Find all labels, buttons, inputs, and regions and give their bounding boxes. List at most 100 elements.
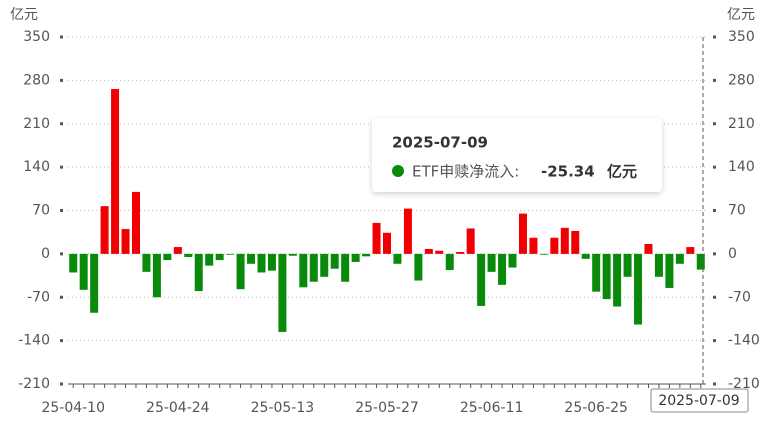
bar — [267, 253, 276, 271]
y-tick — [60, 35, 63, 39]
y2-tick — [713, 339, 716, 343]
y-tick-label: -210 — [18, 376, 50, 392]
bar — [686, 247, 695, 254]
bar — [121, 229, 130, 254]
y-tick-label: -140 — [18, 333, 50, 349]
x-tick-label: 25-04-10 — [41, 400, 105, 416]
bar — [696, 253, 705, 270]
tooltip-unit: 亿元 — [607, 163, 637, 181]
y2-tick-label: -70 — [728, 289, 751, 305]
bar — [393, 253, 402, 264]
bar — [675, 253, 684, 264]
bar — [341, 253, 350, 282]
bar — [288, 253, 297, 256]
y2-tick — [713, 252, 716, 256]
tooltip-value: -25.34 — [541, 163, 595, 181]
bar — [383, 232, 391, 254]
bar — [581, 253, 590, 259]
x-tick-label: 25-05-13 — [251, 400, 315, 416]
y2-tick-label: 350 — [728, 29, 755, 45]
x-tick-label: 25-06-25 — [564, 400, 628, 416]
bar — [257, 253, 266, 273]
x-tick-label: 25-04-24 — [146, 400, 210, 416]
y-tick-label: -70 — [27, 289, 50, 305]
y2-tick-label: -140 — [728, 333, 760, 349]
bar — [560, 227, 569, 254]
bar — [184, 253, 193, 257]
bar — [424, 248, 433, 254]
tooltip-box — [372, 118, 662, 192]
bar — [173, 247, 182, 254]
y-tick-label: 0 — [41, 246, 50, 262]
y2-tick — [713, 122, 716, 126]
bar — [79, 253, 88, 290]
y-tick-label: 70 — [32, 203, 50, 219]
y-tick — [60, 252, 63, 256]
bar — [602, 253, 611, 300]
y2-tick-label: 70 — [728, 203, 746, 219]
y-tick — [60, 165, 63, 169]
y2-tick-label: 280 — [728, 72, 755, 88]
y-tick — [60, 122, 63, 126]
bar — [278, 253, 287, 332]
bar — [142, 253, 151, 272]
bar — [90, 253, 99, 313]
bar — [592, 253, 601, 292]
bar — [466, 228, 475, 254]
bar — [456, 252, 465, 254]
y2-tick-label: 0 — [728, 246, 737, 262]
bar — [477, 253, 486, 306]
y-tick — [60, 339, 63, 343]
y2-tick — [713, 295, 716, 299]
bar — [539, 253, 548, 255]
bar — [351, 253, 360, 262]
x-tick-label: 25-06-11 — [460, 400, 524, 416]
y2-axis-unit: 亿元 — [727, 7, 755, 23]
y2-tick-label: 140 — [728, 159, 755, 175]
bar — [372, 222, 381, 254]
bar — [247, 253, 256, 264]
bar — [320, 253, 329, 277]
y-tick — [60, 78, 63, 82]
y-tick — [60, 382, 63, 386]
bar — [163, 253, 172, 261]
bar — [194, 253, 203, 292]
bar — [508, 253, 517, 268]
y-tick — [60, 209, 63, 212]
bar — [152, 253, 161, 298]
bar — [309, 253, 318, 282]
tooltip-title: 2025-07-09 — [392, 134, 488, 152]
bar — [414, 253, 423, 281]
tooltip-marker — [392, 165, 404, 177]
y-tick-label: 280 — [23, 72, 50, 88]
pointer-label: 2025-07-09 — [658, 393, 739, 409]
bar — [498, 253, 507, 285]
bar — [518, 213, 527, 254]
bar — [613, 253, 622, 307]
bar — [623, 253, 632, 277]
bar — [100, 206, 109, 254]
bar — [403, 208, 412, 254]
bar — [215, 253, 224, 261]
y2-tick — [713, 35, 716, 39]
bar — [665, 253, 674, 288]
y-tick-label: 140 — [23, 159, 50, 175]
bar — [487, 253, 496, 272]
bar — [69, 253, 78, 273]
bar — [205, 253, 214, 266]
bar — [634, 253, 643, 325]
y2-tick — [713, 209, 716, 212]
bar — [226, 253, 235, 255]
tooltip-label: ETF申赎净流入: — [412, 163, 519, 181]
bar — [236, 253, 245, 290]
bar — [571, 230, 580, 254]
y2-tick — [713, 78, 716, 82]
bar — [550, 237, 559, 254]
bar — [299, 253, 308, 288]
y-tick — [60, 295, 63, 299]
bar — [654, 253, 663, 277]
pointer-label-box — [650, 388, 749, 413]
y-tick-label: 350 — [23, 29, 50, 45]
bar — [131, 191, 140, 254]
